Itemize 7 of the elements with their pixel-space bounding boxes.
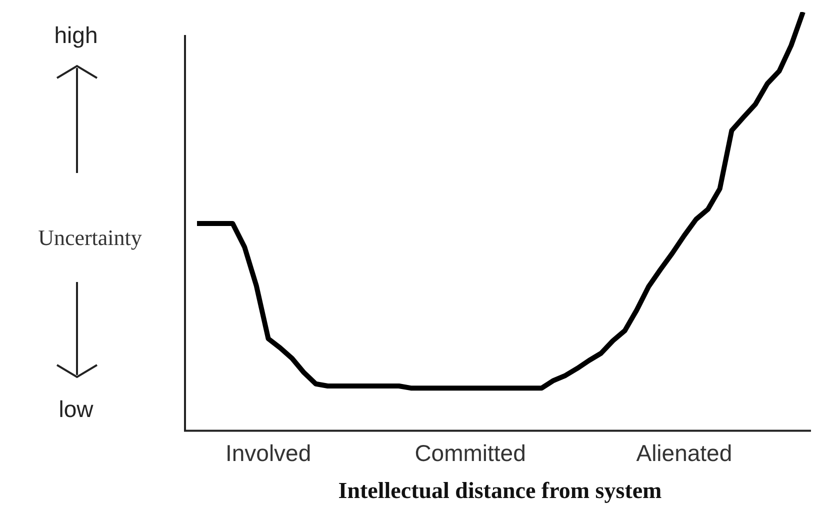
x-axis-title: Intellectual distance from system bbox=[338, 478, 662, 504]
y-axis-title: Uncertainty bbox=[37, 225, 143, 251]
text: high bbox=[53, 22, 99, 49]
x-tick-label: Alienated bbox=[636, 440, 732, 466]
text: low bbox=[58, 396, 94, 423]
x-tick-label: Involved bbox=[225, 440, 312, 466]
x-tick-label: Committed bbox=[414, 440, 526, 466]
